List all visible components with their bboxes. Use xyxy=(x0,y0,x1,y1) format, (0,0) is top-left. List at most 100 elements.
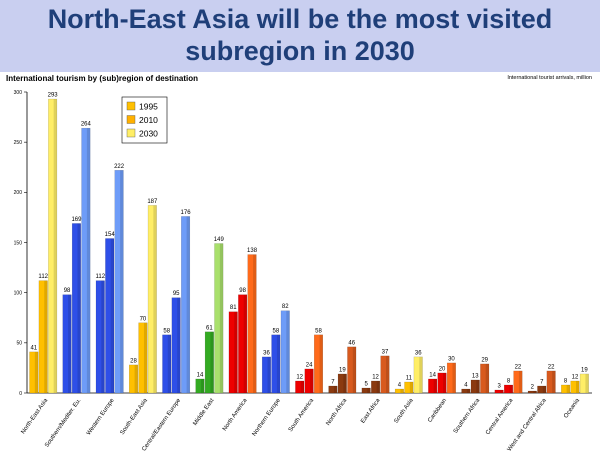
bar-shade xyxy=(509,384,513,393)
bar xyxy=(71,223,81,394)
bar xyxy=(337,373,347,394)
bar xyxy=(295,380,305,394)
bar-shade xyxy=(177,297,181,393)
bar-shade xyxy=(310,368,314,393)
bar xyxy=(214,243,224,394)
legend-label: 1995 xyxy=(139,102,158,112)
bar-shade xyxy=(110,238,114,393)
bar xyxy=(314,334,324,394)
bar-shade xyxy=(319,334,323,393)
legend-label: 2030 xyxy=(139,129,158,139)
bar-value-label: 98 xyxy=(64,288,71,294)
bar xyxy=(513,370,523,394)
bar xyxy=(561,384,571,394)
category-label: Central/Eastern Europe xyxy=(141,397,182,452)
y-tick-label: 0 xyxy=(19,391,22,397)
bar-shade xyxy=(585,373,589,393)
bar xyxy=(129,364,139,394)
bar-shade xyxy=(143,322,148,393)
bar xyxy=(527,390,537,394)
bar xyxy=(105,238,115,394)
bar-value-label: 58 xyxy=(315,328,322,334)
bar-shade xyxy=(186,216,190,393)
slide-title-line1: North-East Asia will be the most visited xyxy=(47,4,553,34)
bar xyxy=(48,98,58,394)
bar-value-label: 29 xyxy=(481,357,488,363)
bar-value-label: 19 xyxy=(581,367,588,373)
category-label: Southern/Mediter. Eu. xyxy=(44,397,82,448)
bar-value-label: 58 xyxy=(273,328,280,334)
bar-shade xyxy=(210,331,214,393)
y-tick-label: 150 xyxy=(14,240,23,246)
bar-shade xyxy=(68,294,72,393)
bar-value-label: 13 xyxy=(472,373,479,379)
category-label: South-East Asia xyxy=(120,397,150,436)
category-label: North America xyxy=(222,397,249,432)
bar xyxy=(470,379,480,394)
bar xyxy=(204,331,214,394)
bar-value-label: 28 xyxy=(130,358,137,364)
bar-value-label: 12 xyxy=(572,374,579,380)
category-label: Caribbean xyxy=(427,398,448,424)
bar-value-label: 14 xyxy=(197,372,204,378)
bar-value-label: 8 xyxy=(564,378,568,384)
bar-shade xyxy=(53,99,57,394)
bar-value-label: 4 xyxy=(464,382,468,388)
bar-shade xyxy=(367,387,371,393)
bar-shade xyxy=(400,388,404,393)
legend-label: 2010 xyxy=(139,115,158,125)
bar-shade xyxy=(386,355,390,393)
bar-shade xyxy=(267,356,271,393)
bar-value-label: 3 xyxy=(497,383,501,389)
bar-shade xyxy=(44,280,48,393)
bar-shade xyxy=(376,380,380,393)
category-label: South America xyxy=(288,397,316,433)
category-label: West and Central Africa xyxy=(507,397,548,453)
category-label: Northern Europe xyxy=(252,397,283,437)
bar-value-label: 20 xyxy=(439,366,446,372)
bar xyxy=(480,363,490,394)
title-banner: North-East Asia will be the most visited… xyxy=(0,0,600,72)
bar-shade xyxy=(234,311,238,393)
bar-value-label: 36 xyxy=(415,350,422,356)
chart-title: International tourism by (sub)region of … xyxy=(6,74,199,83)
bar xyxy=(446,362,456,394)
category-label: Southern Africa xyxy=(453,397,482,435)
bar xyxy=(537,385,547,394)
bar xyxy=(171,297,181,394)
bar xyxy=(328,385,338,394)
bar xyxy=(371,380,381,394)
bar xyxy=(81,127,91,394)
bar-value-label: 8 xyxy=(507,378,511,384)
bar xyxy=(579,373,589,394)
bar-shade xyxy=(286,310,290,393)
bar-value-label: 22 xyxy=(548,364,555,370)
bar-shade xyxy=(518,370,523,393)
bar-shade xyxy=(153,205,157,393)
bar-value-label: 81 xyxy=(230,305,237,311)
bar-shade xyxy=(300,380,304,393)
bar-value-label: 11 xyxy=(406,375,413,381)
bar-value-label: 169 xyxy=(71,217,82,223)
y-tick-label: 300 xyxy=(14,90,23,96)
bar-shade xyxy=(533,390,537,393)
bar xyxy=(271,334,281,394)
bar xyxy=(162,334,172,394)
category-label: South Asia xyxy=(393,397,415,424)
category-label: North Africa xyxy=(325,397,348,427)
bar-value-label: 264 xyxy=(81,122,92,128)
bar-shade xyxy=(576,380,580,393)
bar-value-label: 138 xyxy=(247,248,258,254)
bar xyxy=(138,322,148,394)
y-tick-label: 200 xyxy=(14,190,23,196)
bar xyxy=(461,388,471,394)
bar xyxy=(494,389,504,394)
category-label: East Africa xyxy=(360,397,382,424)
bar xyxy=(361,387,371,394)
bar xyxy=(29,351,39,394)
bar-shade xyxy=(476,379,480,393)
bar-value-label: 149 xyxy=(214,237,225,243)
bar-value-label: 176 xyxy=(181,210,192,216)
bar xyxy=(428,378,438,394)
bar-value-label: 37 xyxy=(382,349,389,355)
